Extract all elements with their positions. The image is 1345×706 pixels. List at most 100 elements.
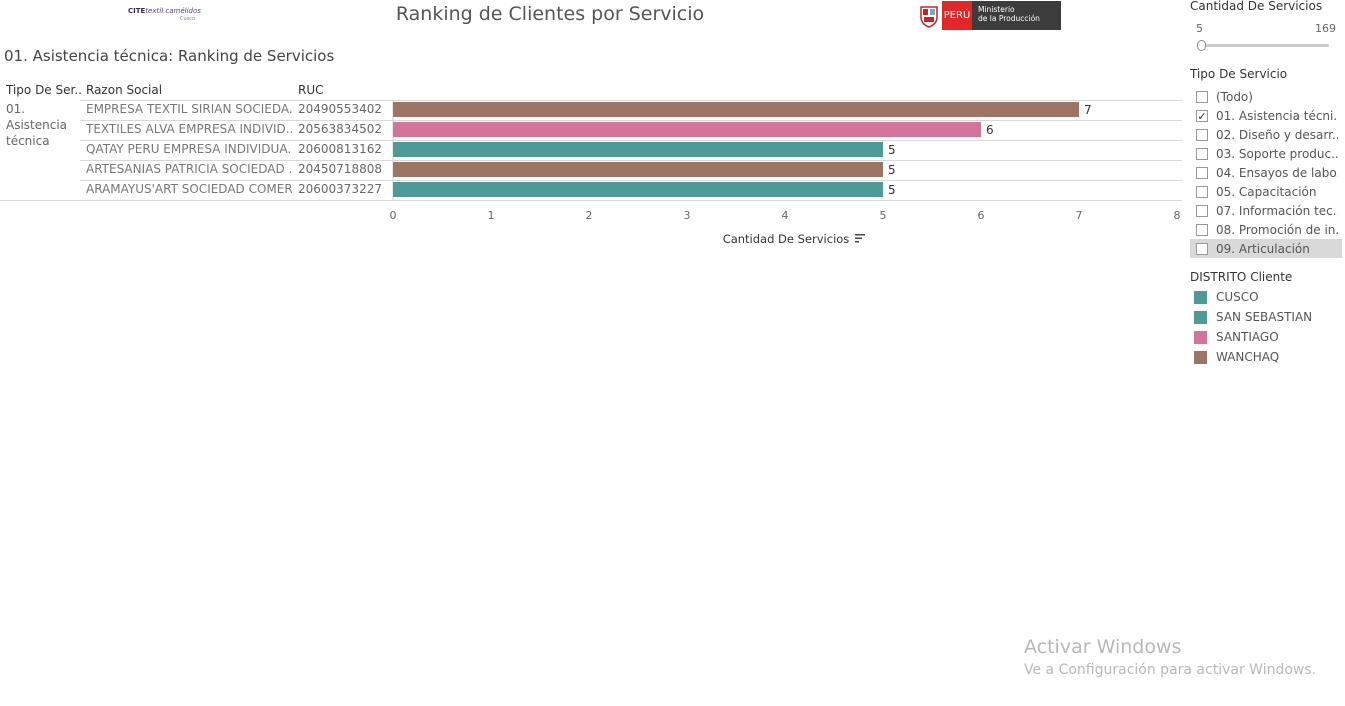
- x-tick-label: 0: [390, 209, 397, 222]
- checkbox[interactable]: [1196, 204, 1208, 217]
- legend-item[interactable]: SANTIAGO: [1190, 328, 1279, 346]
- filter-option[interactable]: (Todo): [1190, 87, 1342, 106]
- header-razon-social[interactable]: Razon Social: [86, 83, 163, 97]
- filter-option[interactable]: 09. Articulación: [1190, 239, 1342, 258]
- legend-title: DISTRITO Cliente: [1190, 270, 1293, 284]
- legend-swatch: [1194, 330, 1207, 344]
- cite-logo: CITEtextil camélidos: [128, 7, 201, 15]
- bar-value-label: 5: [888, 143, 896, 157]
- checkbox[interactable]: [1196, 223, 1208, 236]
- filter-option[interactable]: 02. Diseño y desarr...: [1190, 125, 1342, 144]
- filter-option-label: 07. Información tec...: [1216, 203, 1338, 218]
- tipo-cell: 01. Asistencia técnica: [6, 102, 68, 148]
- filter-option[interactable]: 07. Información tec...: [1190, 201, 1342, 220]
- sort-icon[interactable]: [855, 234, 865, 243]
- checkbox[interactable]: [1196, 242, 1208, 255]
- logo-sub: Cusco: [180, 16, 196, 22]
- page-title: Ranking de Clientes por Servicio: [395, 3, 705, 25]
- filter-option[interactable]: 04. Ensayos de labo...: [1190, 163, 1342, 182]
- x-tick-label: 1: [488, 209, 495, 222]
- row-separator: [80, 120, 1182, 121]
- legend-swatch: [1194, 350, 1207, 364]
- x-tick-label: 3: [684, 209, 691, 222]
- razon-social-cell[interactable]: TEXTILES ALVA EMPRESA INDIVID..: [86, 122, 292, 136]
- filter-option-label: 08. Promoción de in...: [1216, 222, 1338, 237]
- x-tick-label: 5: [880, 209, 887, 222]
- legend-label: CUSCO: [1216, 290, 1259, 304]
- row-separator: [80, 160, 1182, 161]
- slider-handle[interactable]: [1197, 40, 1206, 51]
- filter-option[interactable]: 05. Capacitación: [1190, 182, 1342, 201]
- gov-ministry-line2: de la Producción: [978, 14, 1040, 23]
- filter-option-label: (Todo): [1216, 89, 1253, 104]
- header-tipo[interactable]: Tipo De Ser..: [6, 83, 82, 97]
- slider-title: Cantidad De Servicios: [1190, 0, 1323, 13]
- razon-social-cell[interactable]: ARAMAYUS'ART SOCIEDAD COMER..: [86, 182, 292, 196]
- filter-option[interactable]: ✓ 01. Asistencia técni...: [1190, 106, 1342, 125]
- filter-option[interactable]: 08. Promoción de in...: [1190, 220, 1342, 239]
- ruc-cell[interactable]: 20450718808: [298, 162, 382, 176]
- razon-social-cell[interactable]: QATAY PERU EMPRESA INDIVIDUA..: [86, 142, 292, 156]
- gov-country: PERÚ: [942, 1, 972, 30]
- filter-option-label: 03. Soporte produc...: [1216, 146, 1338, 161]
- ruc-cell[interactable]: 20490553402: [298, 102, 382, 116]
- bar-value-label: 5: [888, 183, 896, 197]
- logo-text: textil camélidos: [145, 7, 201, 15]
- legend-item[interactable]: CUSCO: [1190, 288, 1259, 306]
- legend-label: SAN SEBASTIAN: [1216, 310, 1313, 324]
- x-tick-label: 6: [978, 209, 985, 222]
- slider-track[interactable]: [1200, 44, 1329, 47]
- filter-title: Tipo De Servicio: [1190, 67, 1288, 81]
- razon-social-cell[interactable]: EMPRESA TEXTIL SIRIAN SOCIEDA..: [86, 102, 292, 116]
- bar[interactable]: [393, 142, 883, 157]
- legend-item[interactable]: WANCHAQ: [1190, 348, 1279, 366]
- x-axis-title: Cantidad De Servicios: [723, 232, 850, 246]
- checkbox[interactable]: ✓: [1196, 109, 1208, 123]
- checkbox[interactable]: [1196, 128, 1208, 141]
- coat-of-arms-icon: [916, 1, 942, 30]
- filter-option-label: 01. Asistencia técni...: [1216, 108, 1338, 123]
- bar[interactable]: [393, 182, 883, 197]
- filter-option-label: 09. Articulación: [1216, 241, 1310, 256]
- legend-label: WANCHAQ: [1216, 350, 1280, 364]
- filter-option-label: 04. Ensayos de labo...: [1216, 165, 1338, 180]
- bar-value-label: 7: [1084, 103, 1092, 117]
- filter-option-label: 05. Capacitación: [1216, 184, 1317, 199]
- legend-swatch: [1194, 290, 1207, 304]
- activation-watermark-text: Ve a Configuración para activar Windows.: [1024, 662, 1317, 678]
- row-separator: [80, 140, 1182, 141]
- checkbox[interactable]: [1196, 147, 1208, 160]
- bar-value-label: 5: [888, 163, 896, 177]
- legend-swatch: [1194, 310, 1207, 324]
- legend-label: SANTIAGO: [1216, 330, 1279, 344]
- table-top-line: [392, 100, 1182, 101]
- ruc-cell[interactable]: 20600813162: [298, 142, 382, 156]
- sheet-title: 01. Asistencia técnica: Ranking de Servi…: [4, 47, 335, 65]
- checkbox[interactable]: [1196, 166, 1208, 179]
- gov-logo: PERÚ Ministerio de la Producción: [916, 1, 1061, 30]
- bar-value-label: 6: [986, 123, 994, 137]
- checkbox[interactable]: [1196, 90, 1208, 103]
- razon-social-cell[interactable]: ARTESANIAS PATRICIA SOCIEDAD ..: [86, 162, 292, 176]
- slider-max-value: 169: [1315, 22, 1336, 35]
- ruc-cell[interactable]: 20563834502: [298, 122, 382, 136]
- logo-brand: CITE: [128, 7, 146, 15]
- gov-ministry-line1: Ministerio: [978, 5, 1015, 14]
- bar[interactable]: [393, 162, 883, 177]
- activation-watermark-title: Activar Windows: [1024, 636, 1182, 658]
- filter-option[interactable]: 03. Soporte produc...: [1190, 144, 1342, 163]
- x-tick-label: 4: [782, 209, 789, 222]
- filter-option-label: 02. Diseño y desarr...: [1216, 127, 1338, 142]
- gov-ministry: Ministerio de la Producción: [972, 1, 1061, 30]
- slider-min-value: 5: [1196, 22, 1203, 35]
- ruc-cell[interactable]: 20600373227: [298, 182, 382, 196]
- checkbox[interactable]: [1196, 185, 1208, 198]
- x-tick-label: 7: [1076, 209, 1083, 222]
- header-ruc[interactable]: RUC: [298, 83, 324, 97]
- row-separator: [80, 180, 1182, 181]
- bar[interactable]: [393, 102, 1079, 117]
- legend-item[interactable]: SAN SEBASTIAN: [1190, 308, 1312, 326]
- table-bottom-line: [0, 200, 1182, 201]
- bar[interactable]: [393, 122, 981, 137]
